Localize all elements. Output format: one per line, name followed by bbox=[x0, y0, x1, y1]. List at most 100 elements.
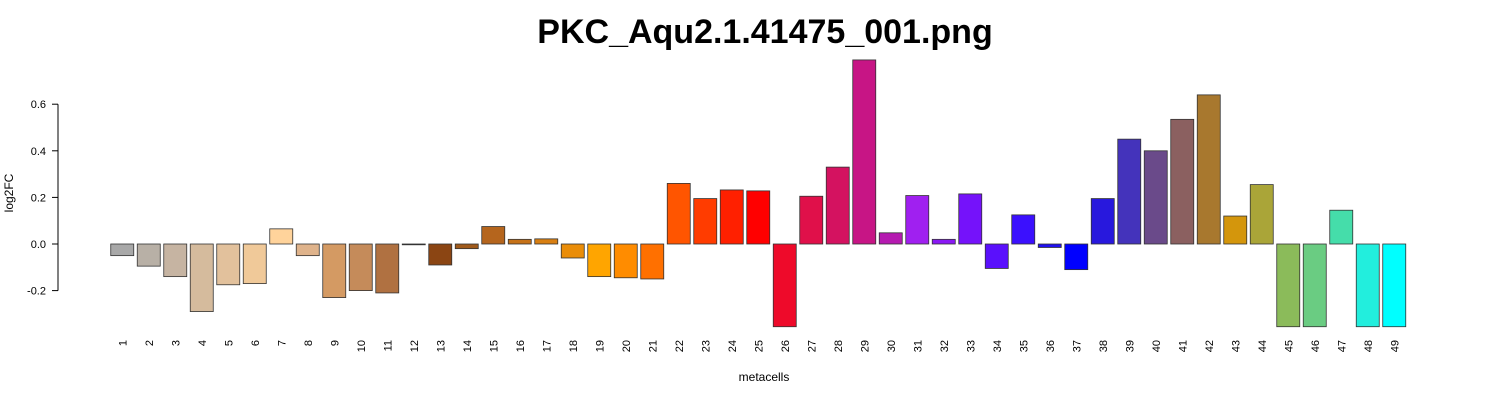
bar-31 bbox=[905, 195, 930, 245]
x-tick-label: 48 bbox=[1363, 340, 1375, 352]
bar-48 bbox=[1355, 243, 1380, 328]
bar-47 bbox=[1329, 209, 1354, 245]
bar-12 bbox=[401, 243, 426, 246]
bar-23 bbox=[693, 198, 718, 245]
x-tick-label: 44 bbox=[1257, 340, 1269, 352]
x-tick-label: 45 bbox=[1283, 340, 1295, 352]
bar-45 bbox=[1276, 243, 1301, 328]
x-tick-label: 49 bbox=[1389, 340, 1401, 352]
bar-27 bbox=[799, 195, 824, 245]
bar-7 bbox=[269, 228, 294, 245]
x-tick-label: 11 bbox=[382, 340, 394, 351]
x-tick-label: 28 bbox=[833, 340, 845, 352]
x-tick-label: 3 bbox=[170, 340, 182, 346]
bars bbox=[110, 59, 1407, 328]
x-tick-label: 27 bbox=[806, 340, 818, 352]
bar-17 bbox=[534, 238, 559, 245]
x-tick-label: 35 bbox=[1018, 340, 1030, 352]
bar-42 bbox=[1196, 94, 1221, 245]
x-tick-label: 10 bbox=[356, 340, 368, 352]
y-tick-label: 0.4 bbox=[31, 146, 46, 158]
x-tick-label: 40 bbox=[1151, 340, 1163, 352]
x-tick-label: 17 bbox=[541, 340, 553, 352]
bar-10 bbox=[348, 243, 373, 291]
bar-19 bbox=[587, 243, 612, 278]
x-tick-label: 29 bbox=[859, 340, 871, 352]
bar-24 bbox=[719, 189, 744, 245]
y-tick-label: -0.2 bbox=[27, 286, 46, 298]
bar-13 bbox=[428, 243, 453, 266]
x-tick-label: 24 bbox=[727, 340, 739, 352]
bar-15 bbox=[481, 226, 506, 245]
y-tick-label: 0.0 bbox=[31, 239, 46, 251]
bar-18 bbox=[560, 243, 585, 259]
x-tick-label: 22 bbox=[674, 340, 686, 352]
bar-40 bbox=[1143, 150, 1168, 245]
y-tick-label: 0.2 bbox=[31, 192, 46, 204]
x-tick-label: 12 bbox=[409, 340, 421, 352]
bar-41 bbox=[1170, 118, 1195, 245]
x-tick-label: 7 bbox=[276, 340, 288, 346]
bar-6 bbox=[242, 243, 267, 285]
x-tick-label: 46 bbox=[1310, 340, 1322, 352]
bar-25 bbox=[746, 190, 771, 245]
x-tick-label: 2 bbox=[144, 340, 156, 346]
bar-1 bbox=[110, 243, 135, 257]
x-tick-label: 25 bbox=[753, 340, 765, 352]
chart-title: PKC_Aqu2.1.41475_001.png bbox=[537, 13, 992, 51]
bar-49 bbox=[1382, 243, 1407, 328]
x-tick-label: 18 bbox=[568, 340, 580, 352]
bar-43 bbox=[1223, 215, 1248, 245]
x-tick-label: 9 bbox=[329, 340, 341, 346]
bar-46 bbox=[1302, 243, 1327, 328]
bar-35 bbox=[1011, 214, 1036, 245]
bar-5 bbox=[216, 243, 241, 286]
bar-21 bbox=[640, 243, 665, 280]
bar-38 bbox=[1090, 198, 1115, 245]
x-tick-label: 47 bbox=[1336, 340, 1348, 352]
x-tick-label: 41 bbox=[1177, 340, 1189, 352]
bar-11 bbox=[375, 243, 400, 294]
x-tick-label: 43 bbox=[1230, 340, 1242, 352]
x-tick-label: 30 bbox=[886, 340, 898, 352]
x-tick-label: 16 bbox=[515, 340, 527, 352]
bar-26 bbox=[772, 243, 797, 328]
y-axis: -0.2 0.0 0.2 0.4 0.6 bbox=[27, 99, 59, 298]
x-tick-label: 20 bbox=[621, 340, 633, 352]
x-tick-label: 23 bbox=[700, 340, 712, 352]
x-tick-label: 39 bbox=[1124, 340, 1136, 352]
bar-44 bbox=[1249, 184, 1274, 245]
x-tick-label: 32 bbox=[939, 340, 951, 352]
x-tick-label: 1 bbox=[117, 340, 129, 346]
bar-36 bbox=[1037, 243, 1062, 248]
y-axis-label: log2FC bbox=[2, 173, 16, 212]
x-tick-label: 13 bbox=[435, 340, 447, 352]
bar-30 bbox=[878, 232, 903, 245]
bar-32 bbox=[931, 238, 956, 245]
x-tick-label: 6 bbox=[250, 340, 262, 346]
bar-20 bbox=[613, 243, 638, 279]
bar-22 bbox=[666, 183, 691, 245]
bar-9 bbox=[322, 243, 347, 298]
x-tick-label: 4 bbox=[197, 340, 209, 346]
x-tick-label: 34 bbox=[992, 340, 1004, 352]
bar-16 bbox=[507, 238, 532, 245]
x-tick-label: 5 bbox=[223, 340, 235, 346]
bar-29 bbox=[852, 59, 877, 245]
x-tick-labels: 1 2 3 4 5 6 7 8 9 10 11 12 13 14 15 16 17 18 19 20 21 22 23 24 2… bbox=[117, 340, 1401, 352]
bar-37 bbox=[1064, 243, 1089, 271]
x-tick-label: 8 bbox=[303, 340, 315, 346]
x-tick-label: 14 bbox=[462, 340, 474, 352]
bar-8 bbox=[295, 243, 320, 257]
bar-28 bbox=[825, 166, 850, 245]
bar-14 bbox=[454, 243, 479, 250]
x-tick-label: 42 bbox=[1204, 340, 1216, 352]
x-tick-label: 36 bbox=[1045, 340, 1057, 352]
x-tick-label: 15 bbox=[488, 340, 500, 352]
bar-2 bbox=[136, 243, 161, 267]
x-tick-label: 37 bbox=[1071, 340, 1083, 352]
x-axis-label: metacells bbox=[739, 370, 790, 384]
x-tick-label: 31 bbox=[912, 340, 924, 352]
x-tick-label: 21 bbox=[647, 340, 659, 352]
